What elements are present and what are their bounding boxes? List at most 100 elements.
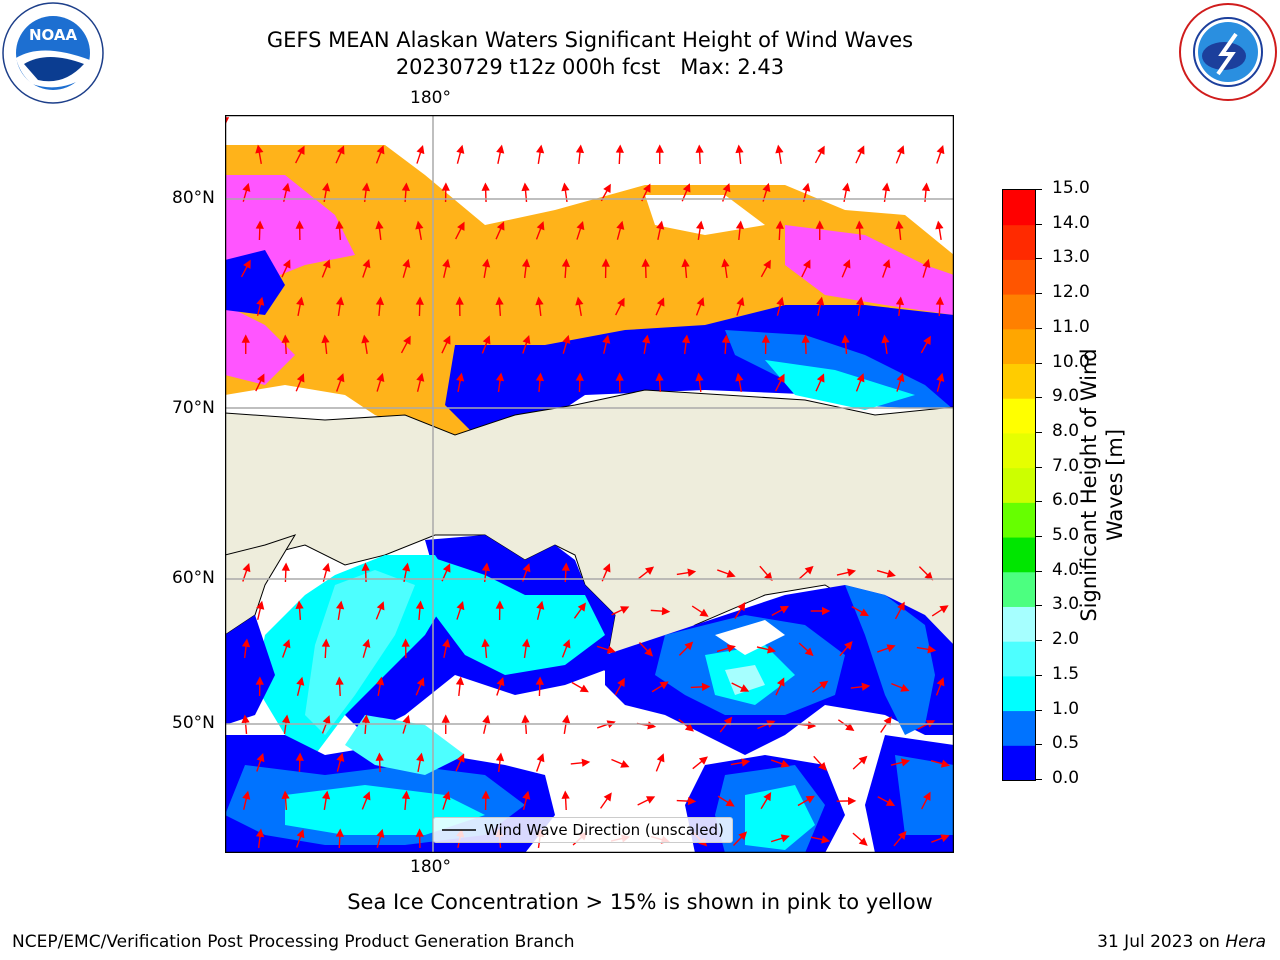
colorbar-tick-mark <box>1036 779 1042 780</box>
wave-direction-arrow <box>295 145 305 164</box>
wave-direction-arrow <box>535 221 545 240</box>
wave-direction-arrow <box>770 759 790 768</box>
wave-direction-arrow <box>761 334 770 355</box>
wave-direction-arrow <box>760 791 772 810</box>
wave-direction-arrow <box>816 296 825 316</box>
sea-ice-yellow-region <box>225 145 954 445</box>
colorbar-tick-mark <box>1036 709 1042 711</box>
colorbar-tick-label: 0.0 <box>1052 768 1080 788</box>
wave-direction-arrow <box>281 790 290 811</box>
wave-direction-arrow <box>482 258 491 278</box>
wave-direction-arrow <box>922 258 931 278</box>
wave-direction-arrow <box>495 221 505 240</box>
colorbar <box>1002 189 1036 781</box>
wave-direction-arrow <box>335 828 344 849</box>
wave-direction-arrow <box>522 335 531 354</box>
wave-direction-arrow <box>561 790 570 811</box>
wave-direction-arrow <box>891 682 910 692</box>
wave-direction-arrow <box>456 372 465 392</box>
wave-direction-arrow <box>561 258 571 279</box>
wave-direction-arrow <box>495 296 504 317</box>
wave-direction-arrow <box>721 258 730 279</box>
wave-direction-arrow <box>876 569 896 578</box>
wave-direction-arrow <box>295 373 305 392</box>
wave-direction-arrow <box>931 834 950 843</box>
wave-direction-arrow <box>401 638 410 659</box>
wave-direction-arrow <box>256 753 265 772</box>
wave-direction-arrow <box>575 372 584 393</box>
wave-direction-arrow <box>241 334 250 354</box>
wave-direction-arrow <box>281 334 290 355</box>
colorbar-tick-label: 1.0 <box>1052 698 1080 719</box>
wave-direction-arrow <box>376 676 385 696</box>
colorbar-tick-mark <box>1036 674 1042 676</box>
wave-direction-arrow <box>415 296 424 317</box>
wave-direction-arrow <box>935 296 944 317</box>
wave-direction-arrow <box>335 296 345 317</box>
wave-direction-arrow <box>295 600 304 621</box>
wave-direction-arrow <box>521 638 531 659</box>
colorbar-tick-mark <box>1036 362 1042 364</box>
wave-direction-arrow <box>736 296 745 316</box>
wave-direction-arrow <box>321 715 331 734</box>
wave-direction-arrow <box>655 372 664 393</box>
wave-direction-arrow <box>920 335 931 354</box>
wave-direction-arrow <box>813 755 827 771</box>
colorbar-tick-label: 14.0 <box>1052 212 1090 233</box>
colorbar-tick-label: 7.0 <box>1052 455 1080 476</box>
wave-direction-arrow <box>402 714 411 734</box>
colorbar-swatch <box>1003 710 1035 746</box>
wave-direction-arrow <box>756 645 777 654</box>
wave-direction-arrow <box>641 258 650 279</box>
wave-direction-arrow <box>775 144 784 164</box>
wave-direction-arrow <box>456 600 465 620</box>
colorbar-tick-mark <box>1036 327 1042 329</box>
wave-direction-arrow <box>416 372 425 392</box>
colorbar-tick-label: 3.0 <box>1052 594 1080 615</box>
wave-direction-arrow <box>760 259 771 278</box>
wave-direction-arrow <box>614 677 625 696</box>
wave-direction-arrow <box>810 835 831 844</box>
wave-direction-arrow <box>856 296 865 316</box>
wave-direction-arrow <box>535 296 544 317</box>
colorbar-swatch <box>1003 363 1035 399</box>
wave-direction-arrow <box>256 296 265 316</box>
footer-machine: Hera <box>1225 932 1266 952</box>
wave-direction-arrow <box>882 259 891 278</box>
colorbar-tick-mark <box>1036 258 1042 260</box>
wave-direction-arrow <box>521 258 531 279</box>
wave-direction-arrow <box>770 834 790 843</box>
wave-direction-arrow <box>637 796 656 806</box>
wave-direction-arrow <box>681 334 691 355</box>
wave-direction-arrow <box>401 790 411 811</box>
colorbar-tick-label: 6.0 <box>1052 490 1080 511</box>
colorbar-swatches <box>1003 190 1035 781</box>
colorbar-swatch <box>1003 502 1035 538</box>
wave-direction-arrow <box>855 220 864 241</box>
wave-direction-arrow <box>775 373 785 392</box>
wave-direction-arrow <box>801 259 811 278</box>
map-canvas <box>224 114 955 854</box>
wave-direction-arrow <box>335 145 345 164</box>
wave-direction-arrow <box>242 790 251 810</box>
wave-direction-arrow <box>400 335 411 354</box>
wave-direction-arrow <box>415 220 424 240</box>
wave-direction-arrow <box>361 334 370 354</box>
wave-direction-arrow <box>615 144 624 165</box>
wave-direction-arrow <box>570 758 591 767</box>
wave-direction-arrow <box>775 677 785 696</box>
wave-direction-arrow <box>841 334 850 355</box>
wave-direction-arrow <box>656 220 665 240</box>
wave-direction-arrow <box>375 296 385 317</box>
wave-direction-arrow <box>441 714 450 734</box>
colorbar-swatch <box>1003 467 1035 503</box>
wave-direction-arrow <box>852 755 868 770</box>
wave-direction-arrow <box>335 220 344 241</box>
colorbar-swatch <box>1003 745 1035 781</box>
wave-direction-arrow <box>416 144 425 164</box>
wave-direction-arrow <box>936 372 945 392</box>
wave-direction-arrow <box>893 830 907 847</box>
wave-direction-arrow <box>850 682 871 691</box>
wave-direction-arrow <box>575 296 584 316</box>
wave-direction-arrow <box>362 638 371 658</box>
